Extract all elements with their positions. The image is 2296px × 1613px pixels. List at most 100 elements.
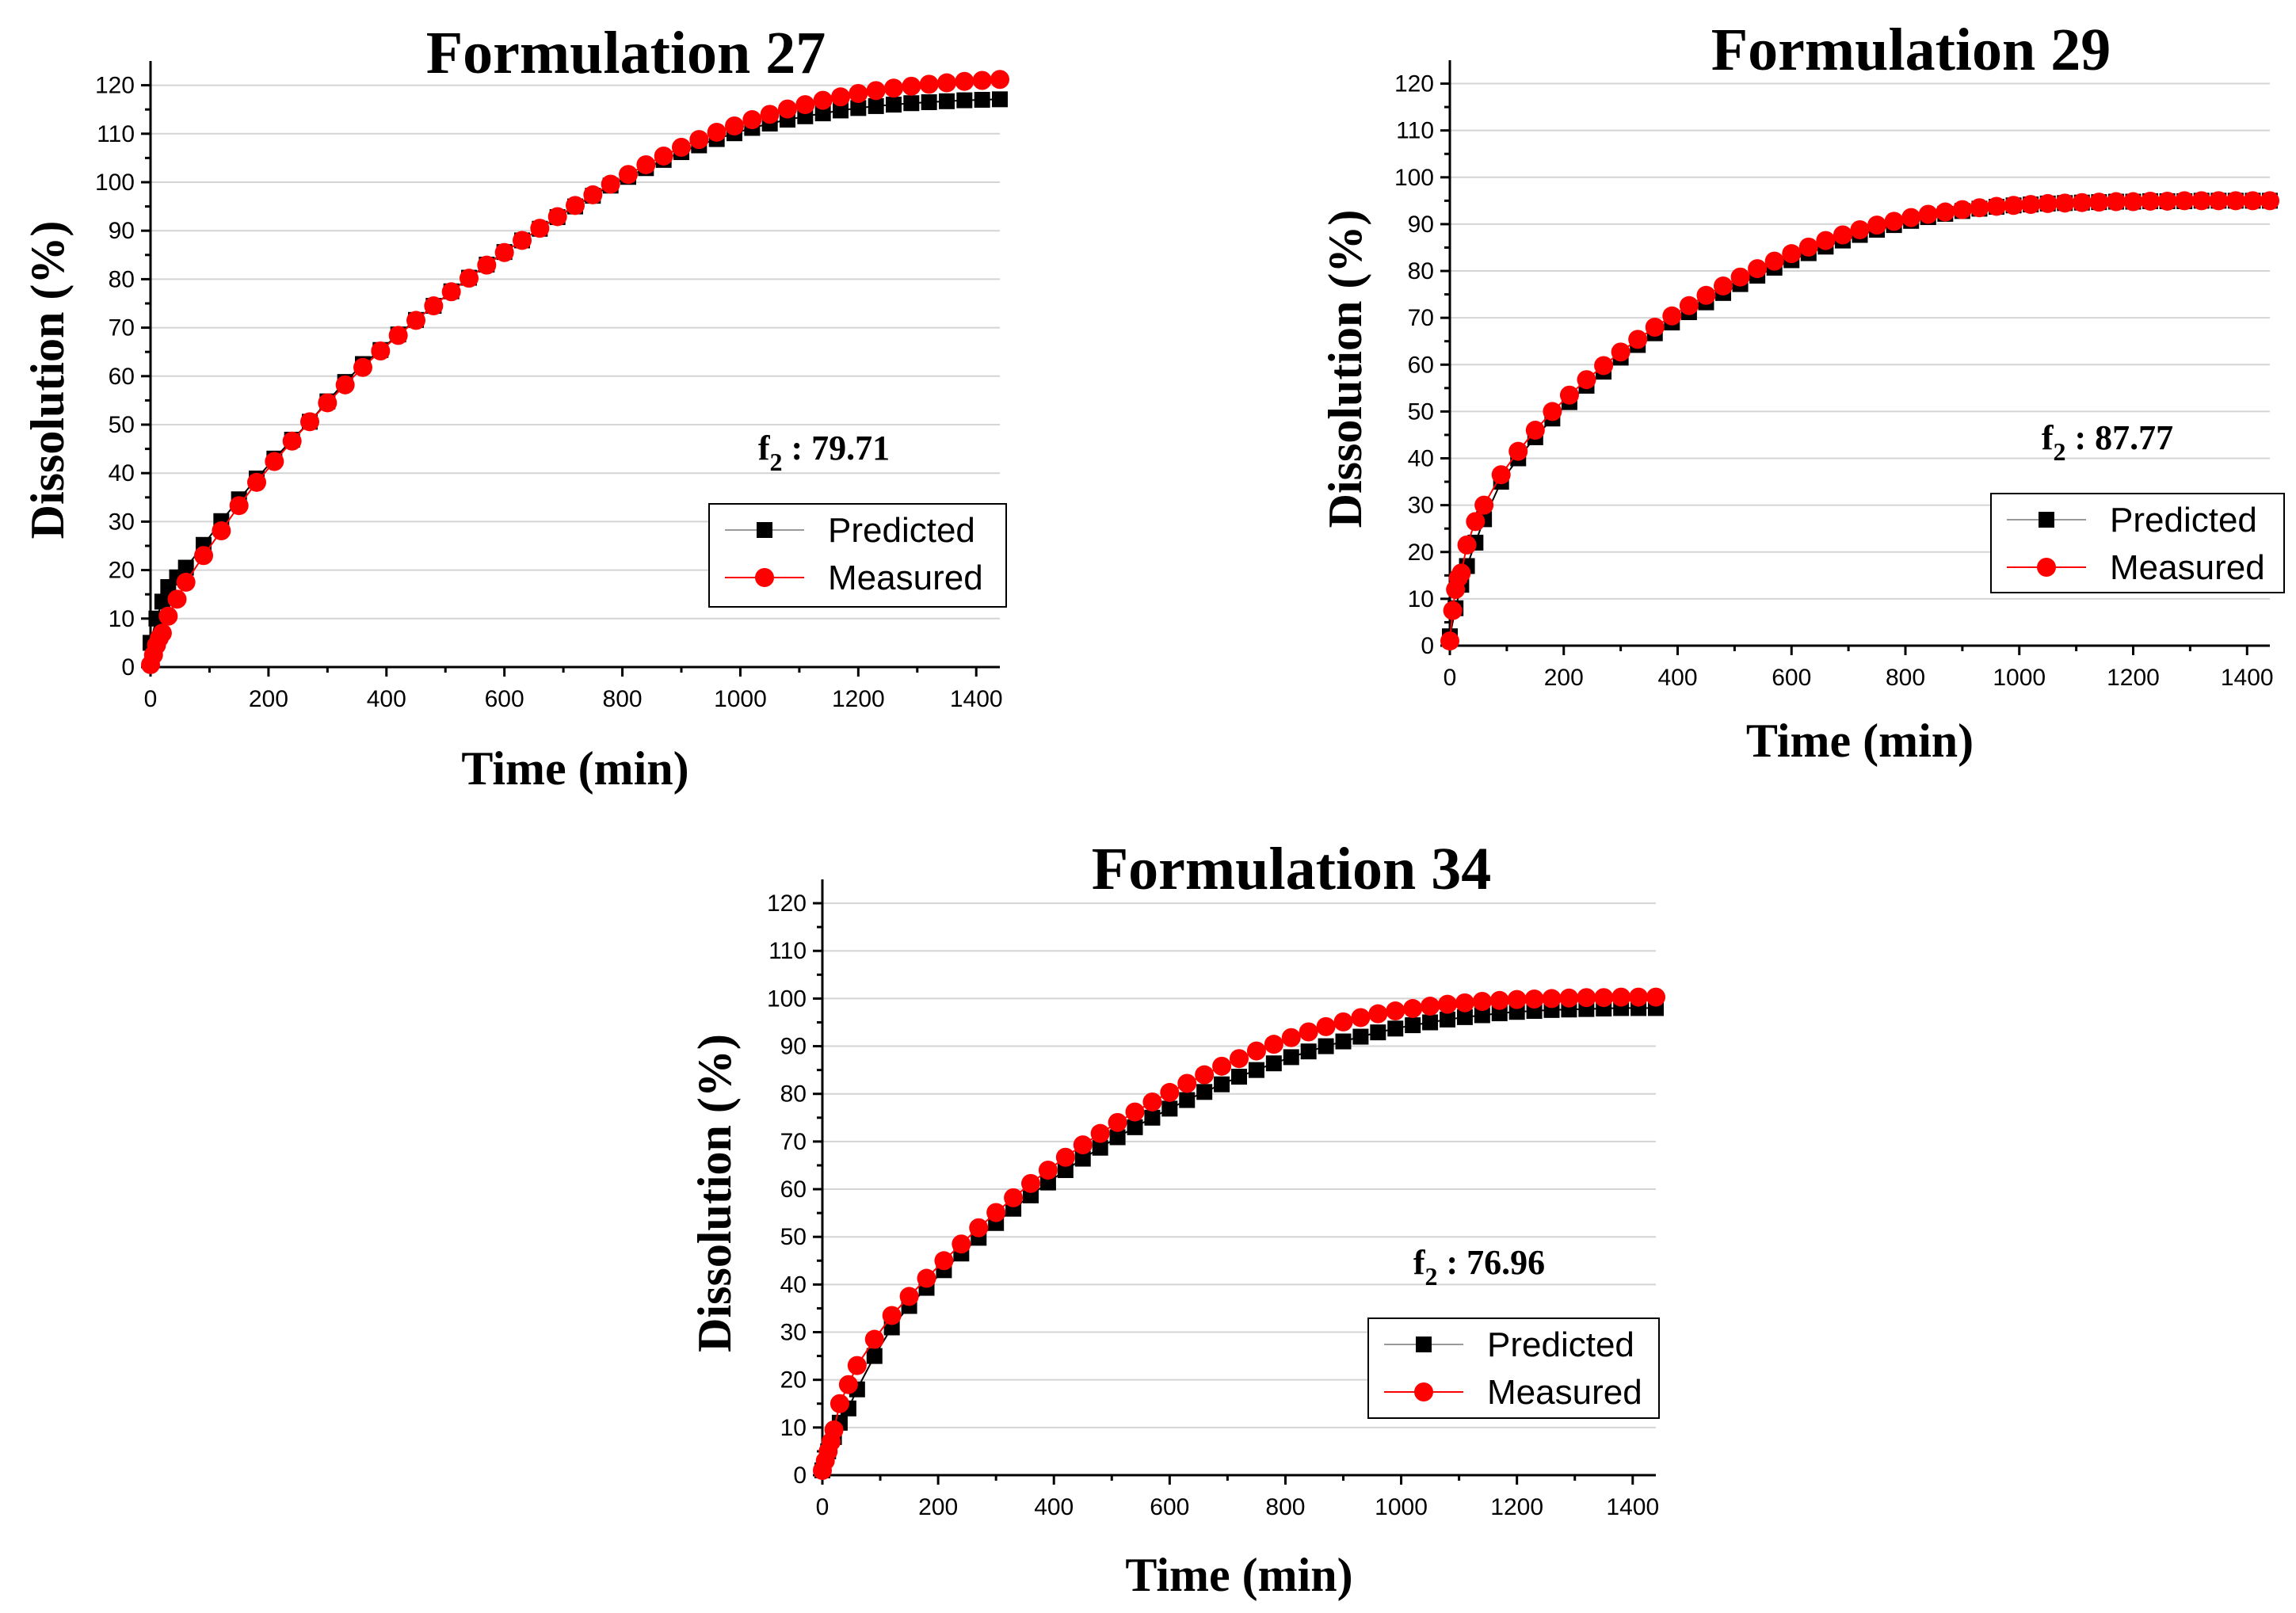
chart-1-y-axis-title: Dissolution (%) [21, 221, 74, 540]
chart-2-measured-point [1457, 535, 1477, 555]
chart-1-y-tick-label: 80 [109, 266, 135, 292]
chart-3-y-tick-label: 30 [780, 1320, 807, 1346]
chart-3-x-tick-label: 0 [816, 1494, 830, 1520]
chart-3-measured-point [1577, 988, 1596, 1008]
chart-1-x-tick-label: 0 [144, 686, 158, 712]
chart-2-measured-point [1782, 244, 1802, 264]
chart-2-measured-point [1970, 198, 1989, 218]
chart-1-measured-point [937, 73, 956, 93]
chart-3-measured-point [1351, 1008, 1371, 1028]
chart-3-measured-point [1316, 1016, 1336, 1036]
chart-3-measured-point [824, 1420, 844, 1439]
chart-1-predicted-point [154, 593, 170, 610]
chart-1-predicted-point [974, 91, 990, 108]
chart-1-predicted-point [868, 97, 884, 114]
chart-2-legend: Predicted Measured [1990, 493, 2285, 593]
chart-2-x-tick-label: 0 [1444, 665, 1457, 691]
chart-1-measured-point [619, 165, 638, 185]
chart-2-measured-point [1679, 296, 1699, 315]
chart-2-measured-point [1440, 631, 1459, 651]
chart-3-predicted-point [1474, 1007, 1490, 1024]
chart-1-measured-point [194, 546, 213, 566]
chart-3-measured-point [899, 1287, 919, 1306]
chart-1-measured-point [212, 521, 231, 541]
chart-3-legend-marker-predicted [1416, 1337, 1432, 1352]
chart-3-title: Formulation 34 [1092, 836, 1492, 902]
chart-3-measured-point [1281, 1028, 1301, 1047]
chart-1-measured-point [919, 74, 939, 94]
chart-2-legend-marker-predicted [2039, 512, 2054, 528]
chart-1-y-tick-label: 30 [109, 509, 135, 535]
chart-1-x-tick-label: 800 [603, 686, 643, 712]
chart-2-measured-point [2004, 196, 2023, 215]
chart-2-measured-point [1451, 563, 1471, 583]
chart-3-measured-point [1594, 988, 1614, 1008]
chart-2-legend-label-predicted: Predicted [2110, 501, 2257, 540]
chart-3-y-tick-label: 90 [780, 1034, 807, 1060]
chart-3-predicted-point [1405, 1017, 1421, 1034]
chart-2-x-tick-label: 200 [1544, 665, 1584, 691]
chart-2-x-tick-label: 1400 [2221, 665, 2274, 691]
chart-2-measured-point [1867, 215, 1887, 235]
chart-3-predicted-point [1352, 1028, 1369, 1045]
chart-1-legend-label-predicted: Predicted [828, 511, 975, 550]
chart-2-measured-point [1714, 276, 1733, 296]
chart-3-measured-point [1611, 987, 1631, 1007]
chart-1-y-tick-label: 110 [97, 121, 135, 147]
chart-3-y-tick-label: 50 [780, 1224, 807, 1250]
chart-3-measured-point [986, 1203, 1006, 1222]
chart-1-y-tick-label: 90 [109, 218, 135, 244]
chart-2-measured-point [1901, 208, 1921, 227]
chart-1-predicted-point [850, 100, 867, 116]
chart-3-measured-point [1177, 1073, 1197, 1093]
chart-3-measured-point [1299, 1022, 1318, 1042]
chart-1-measured-point [460, 269, 479, 288]
chart-2-measured-point [2089, 193, 2109, 212]
chart-3-predicted-point [1440, 1011, 1455, 1028]
chart-3-predicted-point [1283, 1049, 1299, 1066]
chart-1-measured-point [265, 452, 284, 471]
chart-1-x-tick-label: 1000 [714, 686, 767, 712]
chart-2-measured-point [1628, 330, 1648, 349]
chart-1-legend-marker-predicted [757, 522, 772, 538]
chart-3-measured-point [1212, 1056, 1232, 1076]
chart-3-measured-point [1455, 993, 1474, 1012]
chart-1-measured-point [902, 76, 921, 96]
chart-3-measured-point [1489, 990, 1509, 1010]
chart-3-measured-point [1542, 989, 1562, 1009]
chart-3-measured-point [1108, 1112, 1127, 1132]
chart-1-y-tick-label: 70 [109, 315, 135, 341]
chart-2-measured-point [1816, 231, 1836, 250]
chart-1-measured-point [831, 87, 850, 107]
chart-3-x-tick-label: 800 [1265, 1494, 1305, 1520]
chart-2-y-tick-label: 80 [1408, 258, 1434, 284]
chart-2-x-tick-label: 600 [1772, 665, 1811, 691]
chart-2-measured-point [1645, 317, 1665, 337]
chart-1-measured-point [725, 116, 744, 136]
chart-1-measured-point [530, 219, 550, 238]
chart-1-measured-point [441, 282, 461, 302]
chart-3-measured-point [1004, 1188, 1024, 1207]
chart-3-measured-point [1333, 1012, 1353, 1031]
chart-1-predicted-point [177, 559, 194, 576]
chart-3-y-tick-label: 10 [780, 1415, 807, 1441]
chart-3-measured-point [1421, 997, 1440, 1016]
chart-1-measured-point [477, 255, 497, 275]
chart-3-y-tick-label: 120 [767, 890, 807, 917]
chart-2-legend-label-measured: Measured [2110, 548, 2265, 587]
chart-3-measured-point [1386, 1001, 1405, 1021]
chart-3-predicted-point [1196, 1084, 1213, 1100]
chart-1-measured-point [566, 196, 585, 215]
chart-2-y-tick-label: 30 [1408, 493, 1434, 519]
chart-1-x-tick-label: 1200 [832, 686, 885, 712]
chart-3-measured-point [1264, 1035, 1283, 1054]
chart-3-measured-point [1230, 1049, 1249, 1069]
chart-3-y-tick-label: 100 [767, 986, 807, 1012]
chart-1-predicted-point [833, 102, 849, 119]
chart-3-measured-point [1524, 990, 1544, 1009]
chart-2-measured-point [1730, 267, 1750, 287]
chart-3-measured-point [1559, 988, 1579, 1008]
chart-1-x-axis-title: Time (min) [461, 742, 688, 795]
chart-3-measured-point [1038, 1160, 1058, 1180]
chart-3-measured-point [1507, 990, 1527, 1009]
